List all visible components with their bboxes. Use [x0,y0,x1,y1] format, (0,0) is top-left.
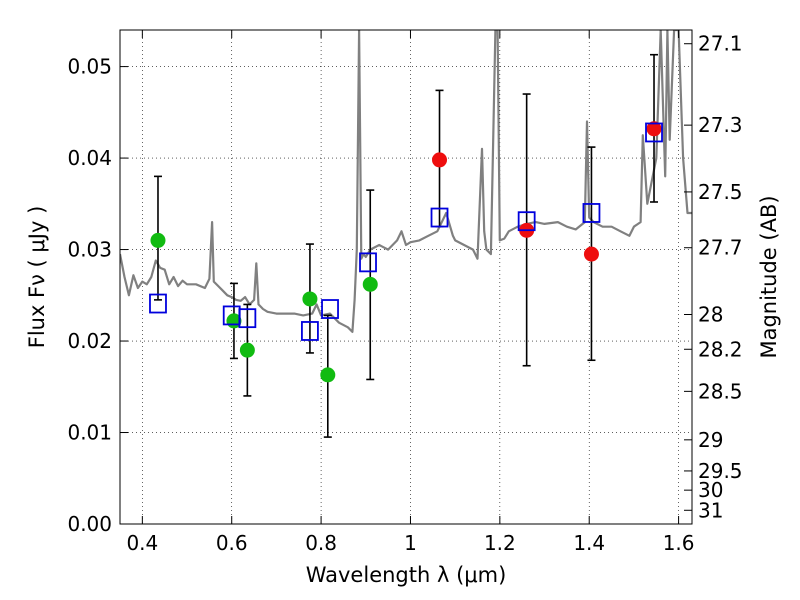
blue-model-square [359,252,377,273]
green-data-point [362,276,378,292]
green-data-point [320,367,336,383]
x-tick-label: 0.8 [305,531,337,555]
magnitude-tick-label: 27.7 [698,236,743,260]
plot-frame [119,29,693,525]
x-tick-label: 0.4 [126,531,158,555]
x-tick-label: 1.6 [663,531,695,555]
magnitude-tick-label: 31 [698,498,723,522]
blue-model-square [582,203,601,223]
x-tick-label: 1.2 [484,531,516,555]
red-data-point [646,121,662,137]
magnitude-tick-label: 28.2 [698,337,743,361]
model-spectrum [120,30,692,333]
green-data-point [150,232,166,248]
blue-model-square [149,293,167,314]
blue-model-square [645,122,663,143]
y-axis-ticks: 0.00 0.01 0.02 0.03 0.04 0.05 [67,55,128,536]
x-tick-label: 1.4 [573,531,605,555]
magnitude-tick-label: 27.1 [698,32,743,56]
y-axis-label: Flux Fν ( μJy ) [25,206,49,349]
magnitude-tick-label: 30 [698,478,723,502]
y-tick-label: 0.02 [67,329,112,353]
red-data-point [432,152,448,168]
blue-model-square [430,207,449,228]
magnitude-tick-label: 27.5 [698,180,743,204]
y-tick-label: 0.01 [67,421,112,445]
right-axis-label: Magnitude (AB) [757,195,781,358]
y-tick-label: 0.05 [67,55,112,79]
green-data-point [302,291,318,307]
plot-area [120,30,692,438]
magnitude-tick-label: 29.5 [698,459,743,483]
x-axis-ticks: 0.4 0.6 0.8 1 1.2 1.4 1.6 [126,30,695,555]
green-data-point [239,342,255,358]
x-tick-label: 1 [404,531,417,555]
model-spectrum-line [120,30,692,333]
markers [149,121,663,383]
blue-model-square [238,308,257,329]
magnitude-tick-label: 28.5 [698,379,743,403]
x-axis-label: Wavelength λ (μm) [306,563,507,587]
magnitude-tick-label: 27.3 [698,113,743,137]
red-data-point [583,246,599,262]
y-tick-label: 0.04 [67,146,112,170]
blue-model-square [517,211,536,232]
x-tick-label: 0.6 [216,531,248,555]
magnitude-tick-label: 28 [698,303,723,327]
y-tick-label: 0.03 [67,238,112,262]
y-tick-label: 0.00 [67,512,112,536]
magnitude-tick-label: 29 [698,428,723,452]
blue-model-square [301,321,319,341]
blue-model-square [321,299,339,319]
